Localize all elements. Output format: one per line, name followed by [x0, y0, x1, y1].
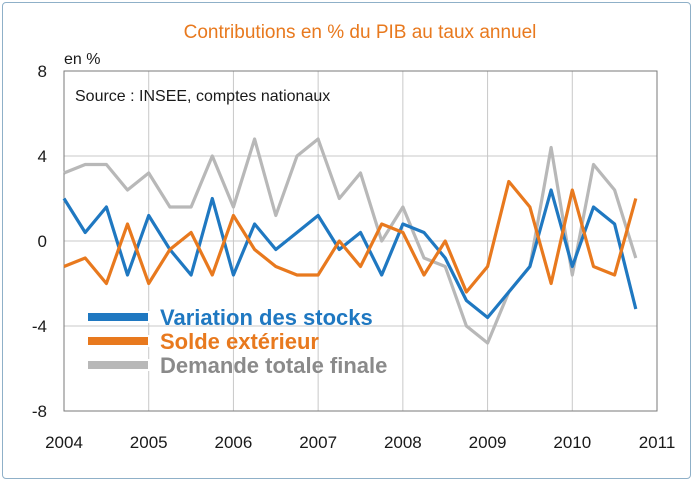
x-tick-label: 2011	[639, 433, 676, 452]
series-line-1	[63, 179, 638, 294]
legend-label: Demande totale finale	[160, 353, 387, 378]
series-lines	[62, 137, 638, 345]
x-tick-label: 2010	[553, 433, 591, 452]
x-tick-label: 2006	[215, 433, 253, 452]
y-tick-label: -4	[32, 317, 47, 336]
y-tick-label: -8	[32, 402, 47, 421]
legend-label: Solde extérieur	[160, 329, 319, 354]
x-tick-label: 2008	[384, 433, 422, 452]
legend-label: Variation des stocks	[160, 305, 373, 330]
y-tick-label: 8	[38, 62, 47, 81]
chart-title: Contributions en % du PIB au taux annuel	[184, 22, 537, 43]
series-line-0	[62, 188, 638, 320]
axes: 8 4 0 -4 -8 2004 2005 2006 2007 2008 2009 2010 2011	[32, 62, 675, 452]
x-tick-label: 2004	[45, 433, 83, 452]
x-tick-label: 2009	[469, 433, 507, 452]
x-tick-label: 2005	[130, 433, 168, 452]
y-tick-label: 0	[38, 232, 47, 251]
series-line-2	[63, 137, 638, 345]
source-note: Source : INSEE, comptes nationaux	[75, 88, 330, 105]
y-unit-label: en %	[64, 51, 100, 68]
x-tick-label: 2007	[299, 433, 337, 452]
plot-area-border	[63, 70, 658, 412]
y-tick-label: 4	[38, 147, 47, 166]
